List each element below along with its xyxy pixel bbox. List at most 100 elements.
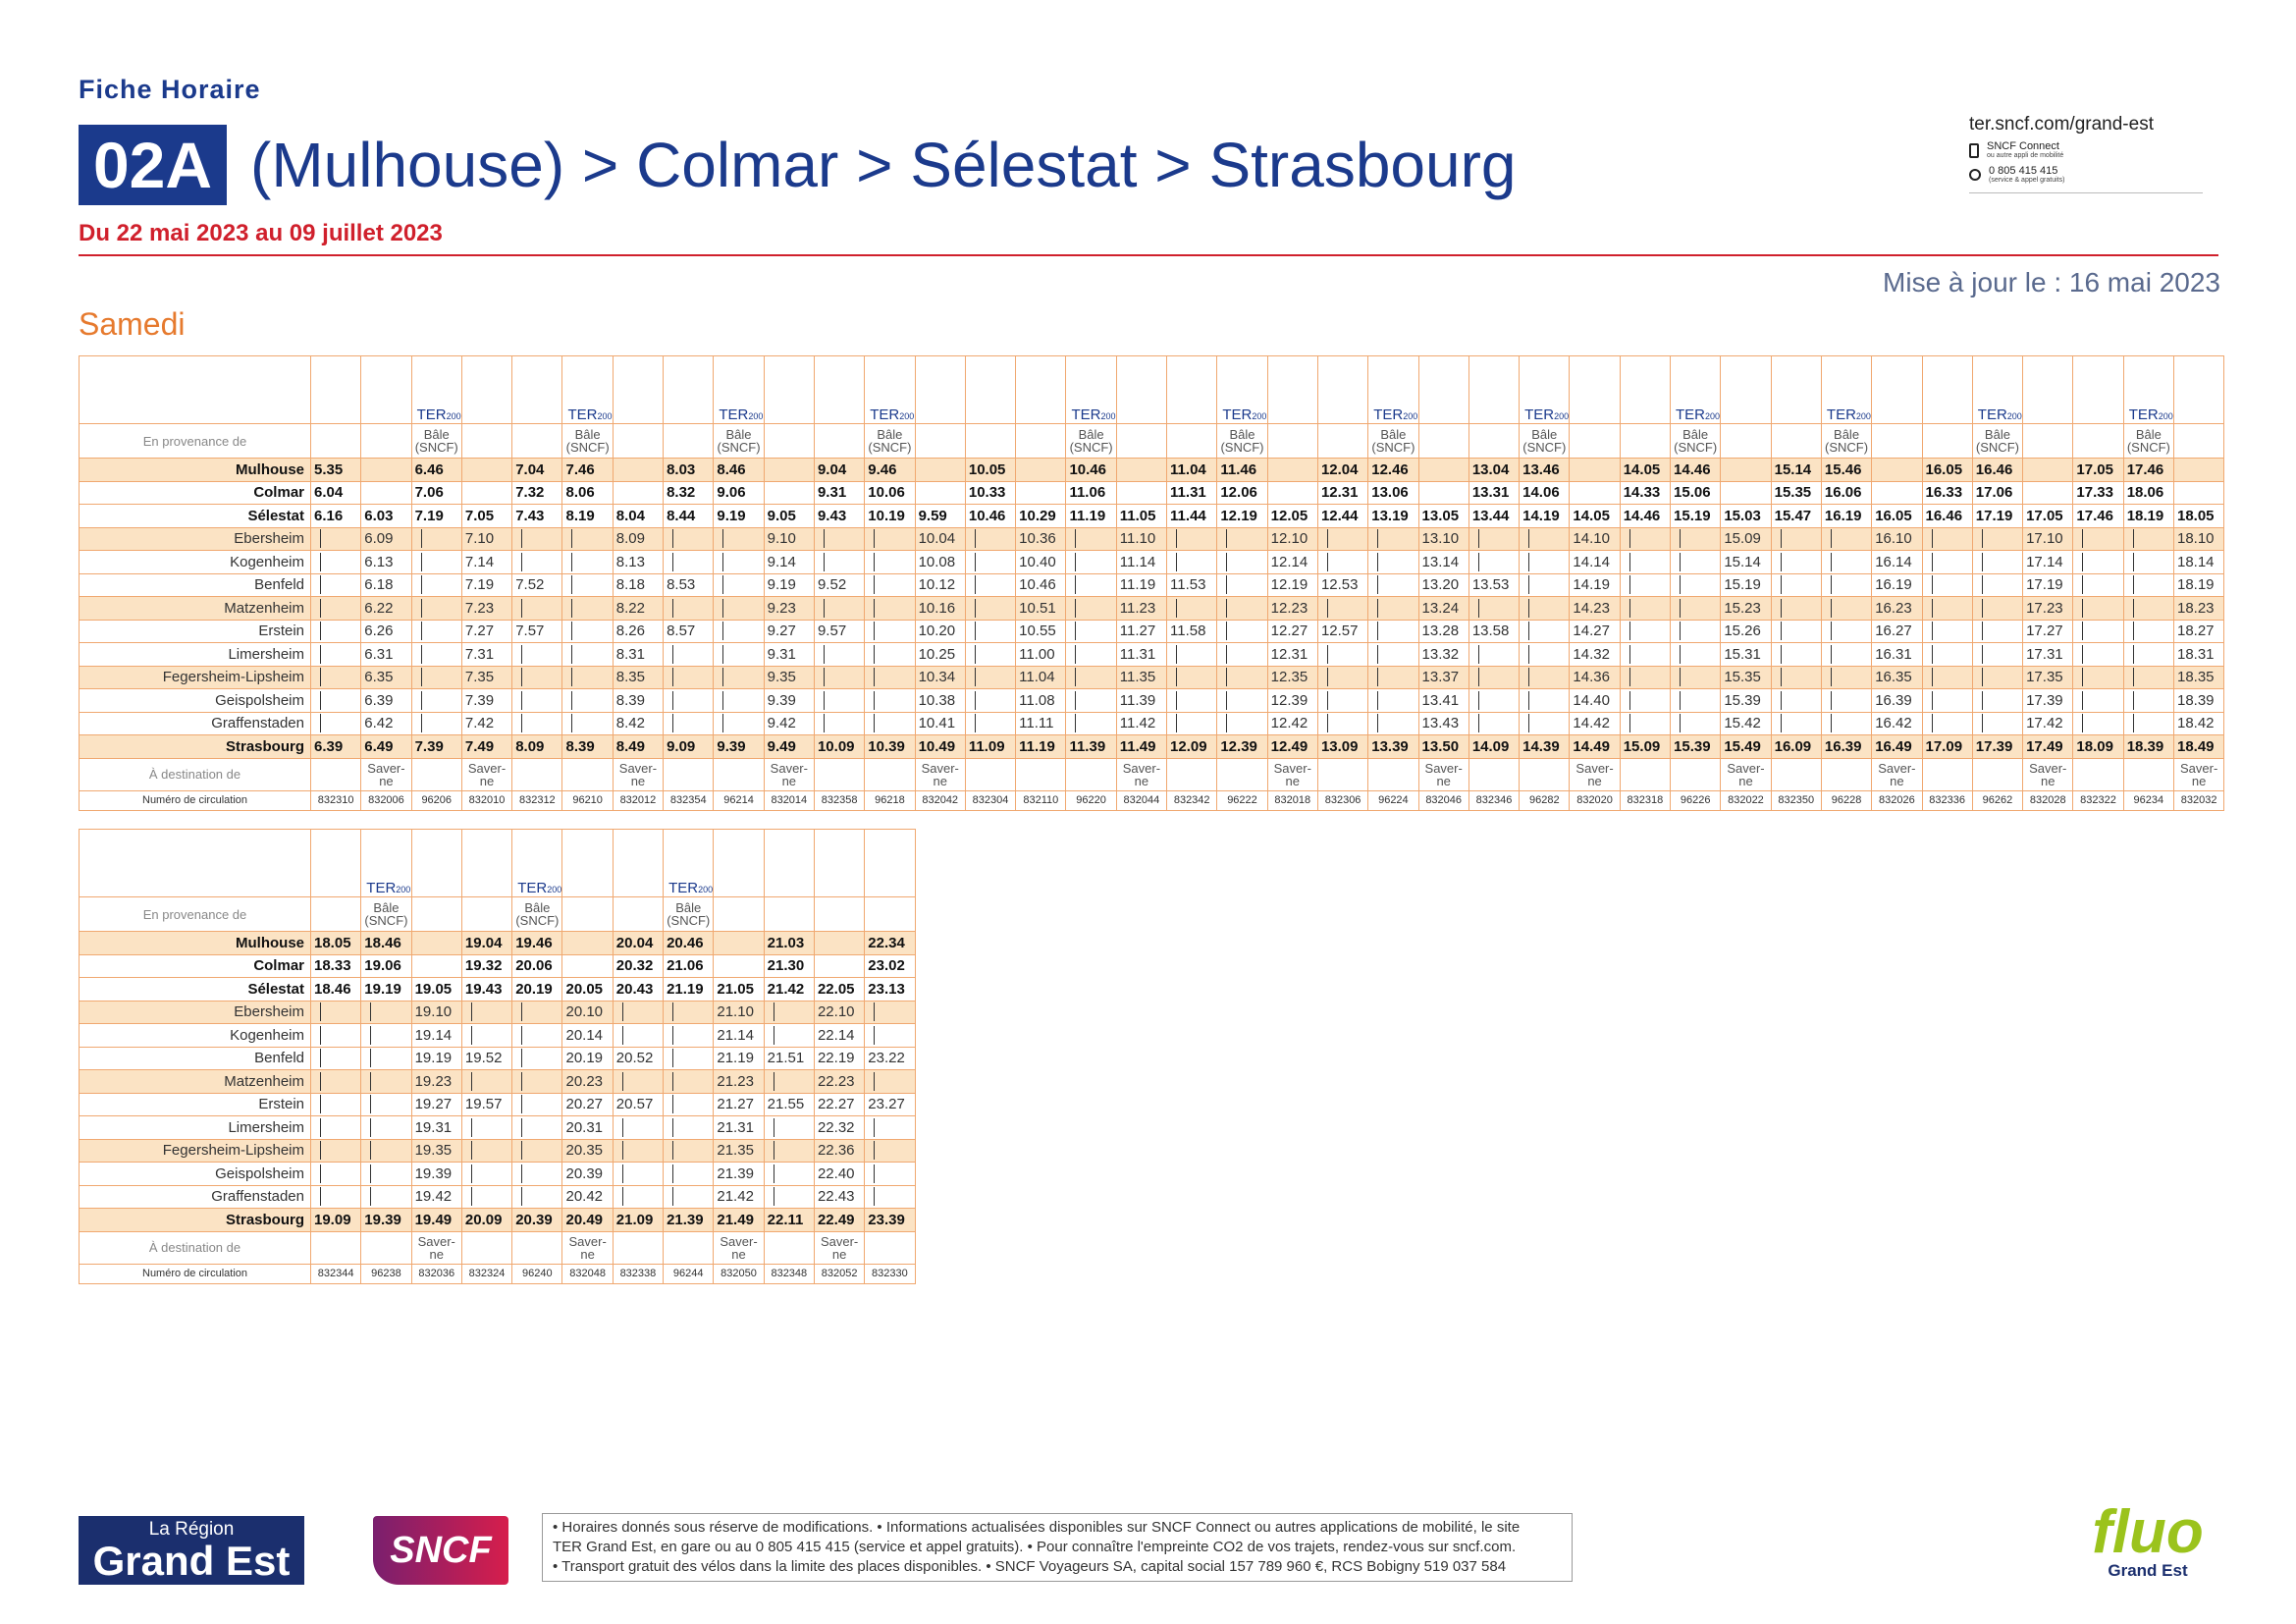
time: 7.05 (464, 507, 495, 524)
pass-through-bar (320, 1141, 321, 1161)
pass-through-bar (2082, 529, 2084, 549)
time-cell (1367, 596, 1419, 621)
time-cell (410, 931, 462, 955)
pass-through-bar (1226, 598, 1228, 618)
time-cell (511, 1184, 563, 1209)
time: 9.27 (767, 623, 796, 640)
time-cell (1216, 688, 1268, 713)
time: 17.33 (2076, 484, 2113, 502)
time-cell: 19.04 (460, 931, 513, 955)
time-cell: 21.49 (713, 1208, 765, 1232)
time: 19.27 (414, 1096, 453, 1113)
station-name: Colmar (79, 480, 311, 505)
time: 10.33 (968, 484, 1006, 502)
time: 9.09 (667, 737, 696, 755)
station-row: Graffenstaden 6.42 7.42 8.42 9.42 10.41 11.11 1… (79, 711, 2225, 735)
brand-cell (1015, 355, 1067, 424)
app-note: ou autre appli de mobilité (1987, 152, 2064, 159)
time-cell (1670, 619, 1722, 643)
time-cell (1921, 688, 1973, 713)
time: 9.31 (817, 484, 847, 502)
time-cell: 13.43 (1417, 711, 1469, 735)
pass-through-bar (470, 1141, 472, 1161)
pass-through-bar (621, 1002, 623, 1022)
brand-mark: TER200 (1825, 406, 1871, 423)
pass-through-bar (672, 1071, 674, 1091)
line-badge: 02A (79, 125, 227, 205)
time-cell: 7.42 (460, 711, 513, 735)
time-cell (1519, 596, 1571, 621)
time-cell: 18.06 (2122, 480, 2174, 505)
time-cell (813, 931, 866, 955)
pass-through-bar (320, 644, 321, 664)
time-cell: 13.28 (1417, 619, 1469, 643)
brand-cell (813, 829, 866, 897)
brand-sub: 200 (547, 885, 562, 894)
provenance-cell: Bâle (SNCF) (561, 423, 614, 459)
destination-cell (1921, 757, 1973, 791)
time-cell: 7.32 (511, 480, 563, 505)
train-number: 96224 (1367, 789, 1419, 811)
time-cell: 21.27 (713, 1092, 765, 1116)
time: 7.39 (464, 691, 495, 709)
time: 18.19 (2176, 576, 2215, 594)
time: 8.32 (667, 484, 696, 502)
pass-through-bar (1075, 714, 1077, 733)
time-cell: 19.42 (410, 1184, 462, 1209)
time-cell: 8.53 (663, 572, 715, 597)
station-row: Mulhouse 18.05 18.46 19.04 19.46 20.04 20.46 21… (79, 931, 916, 955)
time: 13.44 (1471, 507, 1510, 524)
time-cell (1770, 526, 1822, 551)
train-number: 832324 (460, 1263, 513, 1284)
brand-mark: TER200 (515, 880, 561, 896)
website[interactable]: ter.sncf.com/grand-est (1969, 114, 2154, 135)
time: 17.09 (1925, 737, 1963, 755)
app-name: SNCF Connect (1987, 140, 2059, 152)
pass-through-bar (672, 1049, 674, 1068)
time-cell: 18.39 (2122, 734, 2174, 759)
phone-icon (1969, 142, 1979, 158)
time-cell (1569, 458, 1621, 482)
pass-through-bar (571, 714, 573, 733)
pass-through-bar (420, 598, 422, 618)
destination-cell (1770, 757, 1822, 791)
time-cell: 7.04 (511, 458, 563, 482)
pass-through-bar (621, 1025, 623, 1045)
station-name: Kogenheim (79, 550, 311, 574)
provenance-cell (309, 423, 362, 459)
time-cell: 17.42 (2022, 711, 2074, 735)
provenance-cell: Bâle (SNCF) (1367, 423, 1419, 459)
time: 9.52 (817, 576, 847, 594)
time-cell: 11.31 (1166, 480, 1218, 505)
time-cell: 7.06 (410, 480, 462, 505)
table-body: TER200 TER200 TER200 En provenance de Bâle (… (79, 829, 916, 1284)
time-cell: 6.18 (360, 572, 412, 597)
time-cell (612, 1023, 665, 1048)
time-cell: 16.14 (1871, 550, 1923, 574)
time: 9.04 (817, 460, 847, 478)
time: 7.57 (515, 623, 545, 640)
time-cell: 8.06 (561, 480, 614, 505)
time: 7.46 (565, 460, 595, 478)
time-cell (1670, 596, 1722, 621)
pass-through-bar (1931, 552, 1933, 571)
station-name: Geispolsheim (79, 1162, 311, 1186)
pass-through-bar (420, 529, 422, 549)
time-cell: 20.39 (511, 1208, 563, 1232)
time-cell: 18.31 (2172, 642, 2225, 667)
pass-through-bar (874, 1164, 876, 1183)
time: 11.14 (1119, 553, 1156, 570)
pass-through-bar (672, 1095, 674, 1114)
pass-through-bar (1326, 668, 1328, 687)
time-cell: 12.39 (1216, 734, 1268, 759)
train-number: 832014 (763, 789, 815, 811)
time-cell: 10.08 (914, 550, 966, 574)
provenance-cell: Bâle (SNCF) (663, 896, 715, 932)
time-cell: 9.31 (813, 480, 866, 505)
time-cell: 11.00 (1015, 642, 1067, 667)
time-cell (1316, 550, 1369, 574)
pass-through-bar (1931, 598, 1933, 618)
time-cell (1468, 526, 1521, 551)
pass-through-bar (1830, 552, 1832, 571)
time: 15.26 (1724, 623, 1761, 640)
